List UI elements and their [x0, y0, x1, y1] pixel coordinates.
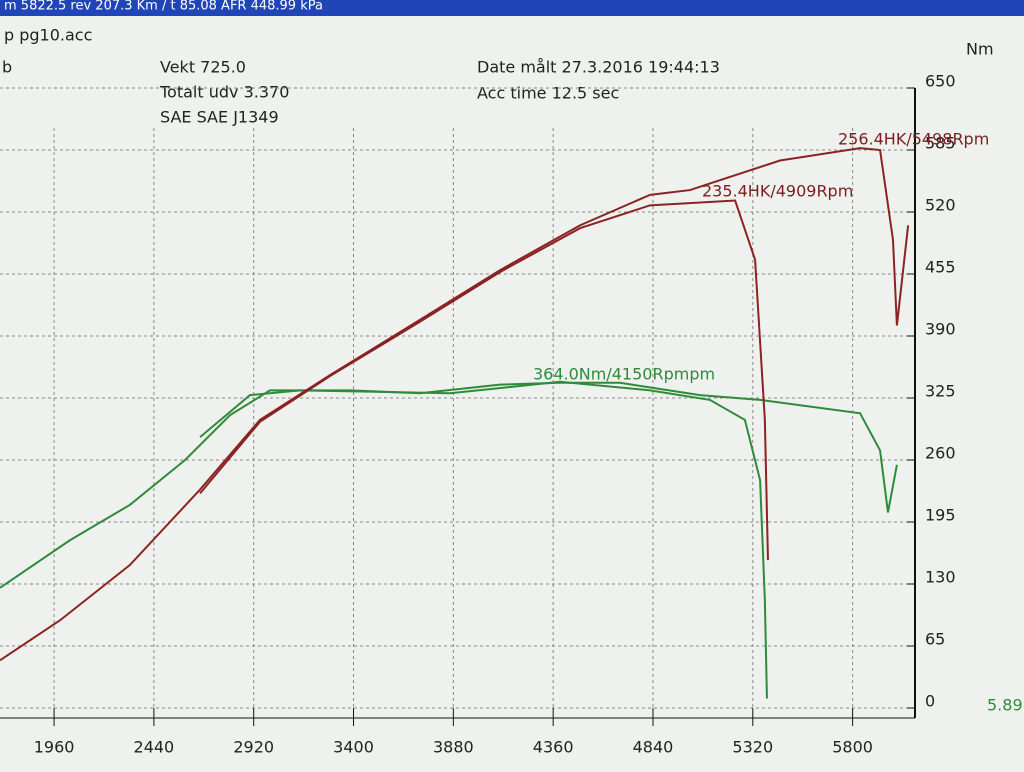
x-tick-label: 4840 — [633, 738, 674, 757]
curve — [199, 199, 769, 561]
curve — [0, 147, 910, 662]
y-tick-label: 65 — [925, 630, 945, 649]
annotation: 364.0Nm/4150Rpmpm — [533, 365, 715, 384]
y-tick-label: 130 — [925, 568, 956, 587]
second-axis-label: 5.89 — [987, 696, 1023, 715]
x-tick-label: 5320 — [732, 738, 773, 757]
info: Totalt udv 3.370 — [159, 83, 289, 102]
x-tick-label: 3400 — [333, 738, 374, 757]
file-name: p pg10.acc — [4, 26, 92, 45]
info: Acc time 12.5 sec — [477, 84, 619, 103]
y-tick-label: 260 — [925, 444, 956, 463]
x-tick-label: 2440 — [134, 738, 175, 757]
status-text: m 5822.5 rev 207.3 Km / t 85.08 AFR 448.… — [4, 0, 323, 14]
info: SAE SAE J1349 — [160, 108, 279, 127]
curve — [199, 380, 768, 699]
y-tick-label: 520 — [925, 196, 956, 215]
y-tick-label: 455 — [925, 258, 956, 277]
x-tick-label: 4360 — [533, 738, 574, 757]
y-tick-label: 325 — [925, 382, 956, 401]
plot: 0 65 130 195 260 325 390 455 520 585 650 1960 2440 29… — [0, 72, 956, 757]
title-bar — [0, 0, 1024, 16]
y-axis-label: Nm — [966, 40, 994, 59]
y-tick-label: 585 — [925, 134, 956, 153]
y-tick-label: 0 — [925, 692, 935, 711]
x-tick-label: 1960 — [34, 738, 75, 757]
x-tick-label: 3880 — [433, 738, 474, 757]
x-tick-label: 5800 — [832, 738, 873, 757]
info: b — [2, 58, 12, 77]
info: Date målt 27.3.2016 19:44:13 — [477, 58, 720, 77]
y-tick-label: 195 — [925, 506, 956, 525]
annotation: 235.4HK/4909Rpm — [702, 182, 853, 201]
y-tick-label: 390 — [925, 320, 956, 339]
curve — [0, 381, 898, 589]
info: Vekt 725.0 — [160, 58, 246, 77]
x-tick-label: 2920 — [233, 738, 274, 757]
y-tick-label: 650 — [925, 72, 956, 91]
annotation: 256.4HK/5498Rpm — [838, 130, 989, 149]
